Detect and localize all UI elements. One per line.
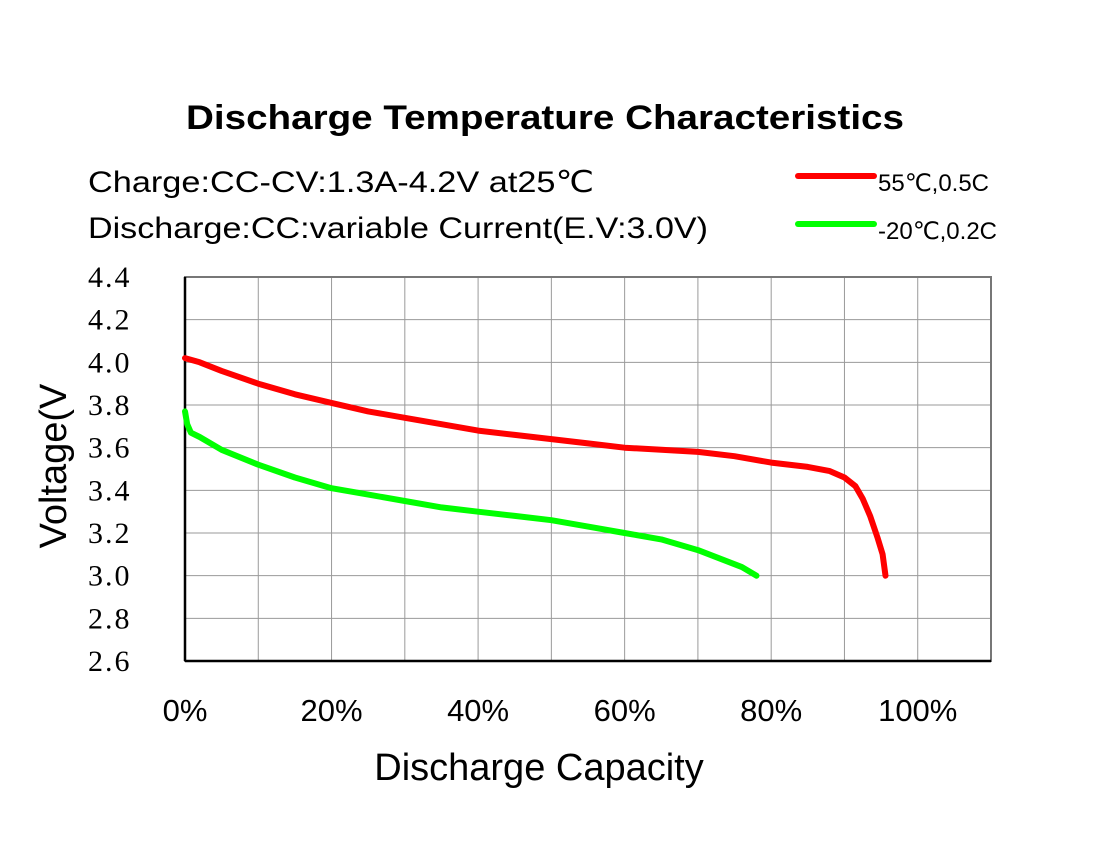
- series-line: [182, 408, 760, 579]
- y-tick-label: 4.0: [88, 346, 132, 379]
- x-tick-label: 20%: [301, 693, 363, 728]
- series-line: [182, 355, 889, 579]
- chart-title: Discharge Temperature Characteristics: [186, 99, 904, 137]
- x-tick-label: 100%: [878, 693, 957, 728]
- grid: [183, 276, 992, 663]
- x-axis-label: Discharge Capacity: [374, 747, 703, 789]
- y-tick-label: 2.6: [88, 645, 132, 678]
- y-tick-label: 3.4: [88, 474, 132, 507]
- plot-area: [182, 355, 889, 579]
- x-tick-label: 40%: [447, 693, 509, 728]
- x-axis-ticks: 0% 20% 40% 60% 80% 100%: [163, 693, 958, 728]
- y-axis-label: Voltage(V: [33, 383, 75, 548]
- y-tick-label: 4.4: [88, 261, 132, 294]
- legend: 55℃,0.5C -20℃,0.2C: [795, 170, 997, 245]
- x-tick-label: 80%: [740, 693, 802, 728]
- y-tick-label: 3.6: [88, 432, 132, 465]
- y-tick-label: 4.2: [88, 304, 132, 337]
- x-tick-label: 60%: [594, 693, 656, 728]
- y-axis-ticks: 2.6 2.8 3.0 3.2 3.4 3.6 3.8 4.0 4.2 4.4: [88, 261, 132, 678]
- y-tick-label: 2.8: [88, 602, 132, 635]
- legend-label: -20℃,0.2C: [878, 218, 997, 245]
- legend-label: 55℃,0.5C: [878, 170, 989, 197]
- x-tick-label: 0%: [163, 693, 208, 728]
- subtitle-charge: Charge:CC-CV:1.3A-4.2V at25℃: [88, 166, 594, 199]
- y-tick-label: 3.0: [88, 560, 132, 593]
- y-tick-label: 3.2: [88, 517, 132, 550]
- subtitle-discharge: Discharge:CC:variable Current(E.V:3.0V): [88, 212, 708, 245]
- y-tick-label: 3.8: [88, 389, 132, 422]
- plot-frame: [184, 276, 992, 662]
